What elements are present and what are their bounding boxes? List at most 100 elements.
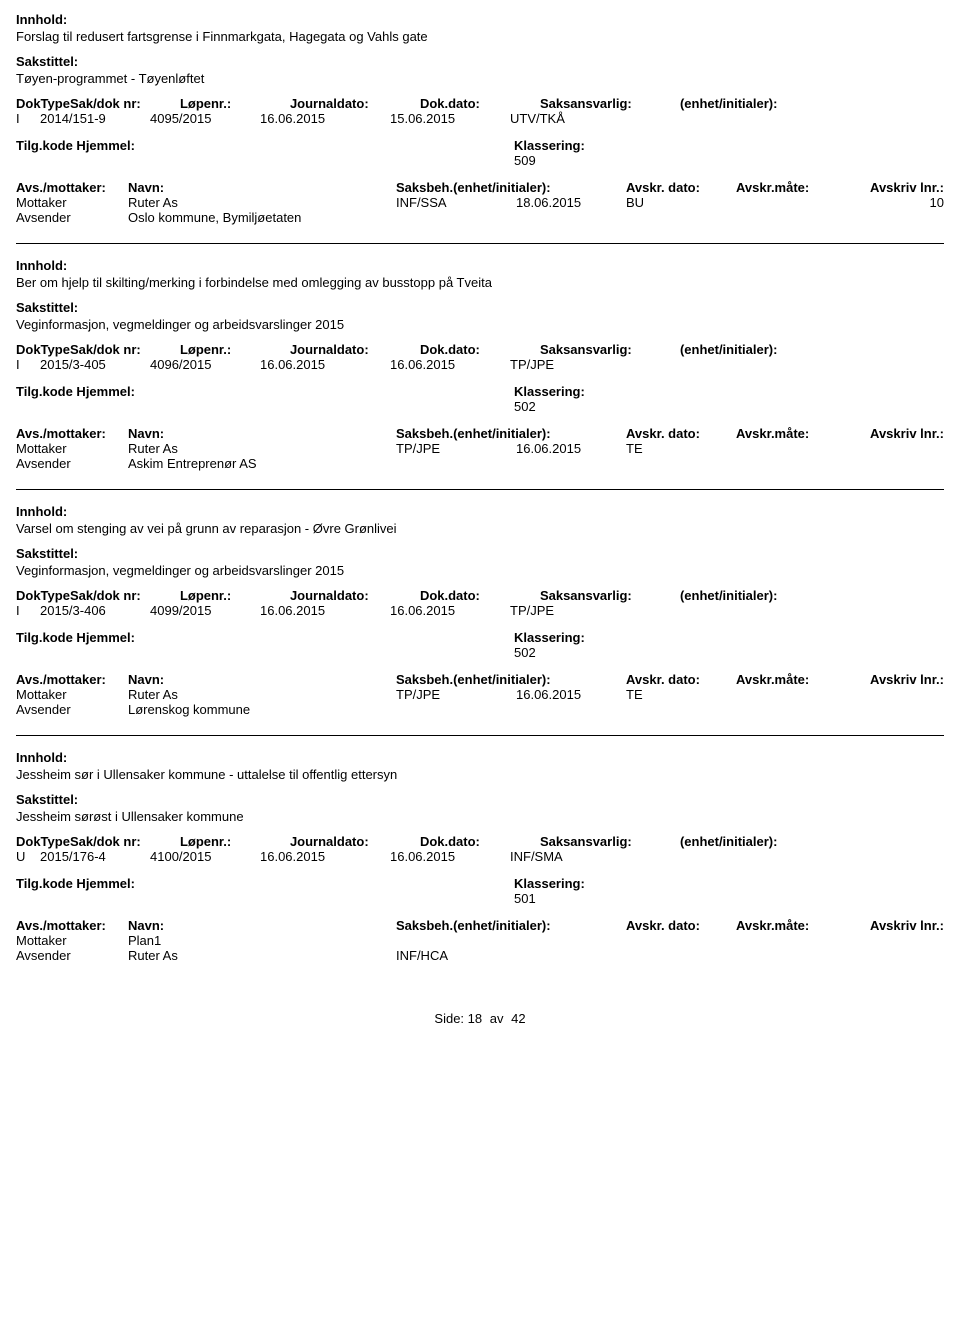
avskr-dato-label: Avskr. dato: xyxy=(626,918,736,933)
avskr-mote-label: Avskr.måte: xyxy=(736,180,846,195)
avskr-mote-label: Avskr.måte: xyxy=(736,672,846,687)
tilgkode-hjemmel-label: Tilg.kode Hjemmel: xyxy=(16,876,514,891)
tilgkode-klassering-header: Tilg.kode Hjemmel:Klassering: xyxy=(16,630,944,645)
innhold-label: Innhold: xyxy=(16,258,944,273)
lopenr-value: 4099/2015 xyxy=(150,603,260,618)
journal-entry: Innhold:Forslag til redusert fartsgrense… xyxy=(16,12,944,244)
navn-label: Navn: xyxy=(128,918,396,933)
avskriv-lnr-label: Avskriv lnr.: xyxy=(846,672,944,687)
recipient-role: Mottaker xyxy=(16,441,128,456)
lopenr-value: 4096/2015 xyxy=(150,357,260,372)
sakdok-label: Sak/dok nr: xyxy=(70,342,180,357)
tilgkode-hjemmel-label: Tilg.kode Hjemmel: xyxy=(16,384,514,399)
avs-mottaker-label: Avs./mottaker: xyxy=(16,426,128,441)
journaldato-label: Journaldato: xyxy=(290,588,420,603)
saksansvarlig-label: Saksansvarlig: xyxy=(540,96,680,111)
page-av: av xyxy=(490,1011,504,1026)
dokdato-value: 16.06.2015 xyxy=(390,603,510,618)
journaldato-value: 16.06.2015 xyxy=(260,357,390,372)
innhold-label: Innhold: xyxy=(16,750,944,765)
sakstittel-text: Veginformasjon, vegmeldinger og arbeidsv… xyxy=(16,563,944,578)
doktype-label: DokType xyxy=(16,834,70,849)
sakdok-value: 2015/176-4 xyxy=(40,849,150,864)
recipient-avskr-dato: 18.06.2015 xyxy=(516,195,626,210)
recipient-role: Avsender xyxy=(16,948,128,963)
enhet-init-label: (enhet/initialer): xyxy=(680,834,944,849)
lopenr-label: Løpenr.: xyxy=(180,96,290,111)
sakdok-value: 2015/3-405 xyxy=(40,357,150,372)
dokdato-value: 16.06.2015 xyxy=(390,849,510,864)
enhet-init-label: (enhet/initialer): xyxy=(680,96,944,111)
page-footer: Side: 18 av 42 xyxy=(16,1011,944,1026)
record-value-row: I2015/3-4064099/201516.06.201516.06.2015… xyxy=(16,603,944,618)
page-number: 18 xyxy=(468,1011,482,1026)
klassering-value: 509 xyxy=(514,153,634,168)
klassering-label: Klassering: xyxy=(514,384,634,399)
sakstittel-text: Veginformasjon, vegmeldinger og arbeidsv… xyxy=(16,317,944,332)
navn-label: Navn: xyxy=(128,180,396,195)
recipient-row: AvsenderAskim Entreprenør AS xyxy=(16,456,944,471)
dokdato-value: 16.06.2015 xyxy=(390,357,510,372)
avskriv-lnr-label: Avskriv lnr.: xyxy=(846,180,944,195)
journaldato-label: Journaldato: xyxy=(290,96,420,111)
sakdok-label: Sak/dok nr: xyxy=(70,588,180,603)
innhold-text: Jessheim sør i Ullensaker kommune - utta… xyxy=(16,767,944,782)
recipient-navn: Ruter As xyxy=(128,687,396,702)
recipients-header-row: Avs./mottaker:Navn:Saksbeh.(enhet/initia… xyxy=(16,672,944,687)
tilgkode-hjemmel-label: Tilg.kode Hjemmel: xyxy=(16,630,514,645)
recipient-navn: Plan1 xyxy=(128,933,396,948)
saksansvarlig-value: TP/JPE xyxy=(510,357,650,372)
enhet-init-label: (enhet/initialer): xyxy=(680,588,944,603)
sakstittel-label: Sakstittel: xyxy=(16,300,944,315)
sakstittel-text: Tøyen-programmet - Tøyenløftet xyxy=(16,71,944,86)
innhold-text: Varsel om stenging av vei på grunn av re… xyxy=(16,521,944,536)
sakdok-value: 2014/151-9 xyxy=(40,111,150,126)
journaldato-value: 16.06.2015 xyxy=(260,603,390,618)
doktype-value: I xyxy=(16,603,40,618)
klassering-value: 502 xyxy=(514,399,634,414)
journaldato-label: Journaldato: xyxy=(290,342,420,357)
avs-mottaker-label: Avs./mottaker: xyxy=(16,672,128,687)
record-header-row: DokTypeSak/dok nr:Løpenr.:Journaldato:Do… xyxy=(16,342,944,357)
saksbeh-label: Saksbeh.(enhet/initialer): xyxy=(396,180,626,195)
recipient-role: Avsender xyxy=(16,210,128,225)
navn-label: Navn: xyxy=(128,426,396,441)
side-label: Side: xyxy=(434,1011,464,1026)
lopenr-label: Løpenr.: xyxy=(180,834,290,849)
dokdato-label: Dok.dato: xyxy=(420,588,540,603)
avskr-dato-label: Avskr. dato: xyxy=(626,180,736,195)
recipient-saksbeh: TP/JPE xyxy=(396,441,516,456)
recipient-avskr-dato: 16.06.2015 xyxy=(516,441,626,456)
recipient-navn: Ruter As xyxy=(128,948,396,963)
innhold-label: Innhold: xyxy=(16,504,944,519)
dokdato-value: 15.06.2015 xyxy=(390,111,510,126)
doktype-value: I xyxy=(16,357,40,372)
avskr-mote-label: Avskr.måte: xyxy=(736,426,846,441)
navn-label: Navn: xyxy=(128,672,396,687)
journal-entries: Innhold:Forslag til redusert fartsgrense… xyxy=(16,12,944,981)
page-total: 42 xyxy=(511,1011,525,1026)
record-value-row: I2015/3-4054096/201516.06.201516.06.2015… xyxy=(16,357,944,372)
saksbeh-label: Saksbeh.(enhet/initialer): xyxy=(396,426,626,441)
recipient-row: MottakerPlan1 xyxy=(16,933,944,948)
record-value-row: I2014/151-94095/201516.06.201515.06.2015… xyxy=(16,111,944,126)
saksansvarlig-value: INF/SMA xyxy=(510,849,650,864)
innhold-text: Ber om hjelp til skilting/merking i forb… xyxy=(16,275,944,290)
doktype-label: DokType xyxy=(16,96,70,111)
journaldato-value: 16.06.2015 xyxy=(260,849,390,864)
recipient-navn: Oslo kommune, Bymiljøetaten xyxy=(128,210,396,225)
lopenr-label: Løpenr.: xyxy=(180,588,290,603)
klassering-label: Klassering: xyxy=(514,876,634,891)
journal-entry: Innhold: Jessheim sør i Ullensaker kommun… xyxy=(16,750,944,981)
doktype-value: I xyxy=(16,111,40,126)
recipient-avskr-mote: TE xyxy=(626,441,736,456)
klassering-value: 501 xyxy=(514,891,634,906)
innhold-label: Innhold: xyxy=(16,12,944,27)
doktype-value: U xyxy=(16,849,40,864)
sakstittel-label: Sakstittel: xyxy=(16,792,944,807)
doktype-label: DokType xyxy=(16,342,70,357)
journaldato-label: Journaldato: xyxy=(290,834,420,849)
recipients-header-row: Avs./mottaker:Navn:Saksbeh.(enhet/initia… xyxy=(16,918,944,933)
klassering-value-row: 501 xyxy=(16,891,944,906)
recipient-saksbeh: INF/HCA xyxy=(396,948,516,963)
